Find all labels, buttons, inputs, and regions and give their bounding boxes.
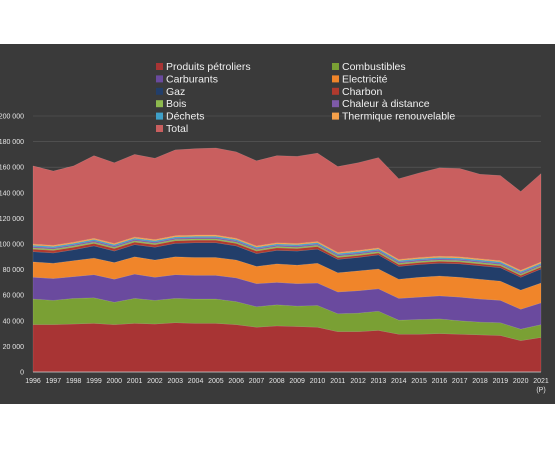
x-tick-label: 1999 — [86, 378, 102, 385]
x-tick-label: 2004 — [188, 378, 204, 385]
x-tick-label: 2013 — [371, 378, 387, 385]
x-tick-label: 2015 — [411, 378, 427, 385]
x-tick-label: 2003 — [167, 378, 183, 385]
x-tick-label: 1996 — [25, 378, 41, 385]
x-tick-label: 2005 — [208, 378, 224, 385]
legend-label: Gaz — [166, 86, 185, 98]
x-tick-label: 2011 — [330, 378, 345, 385]
legend-label: Carburants — [166, 73, 218, 85]
legend-swatch — [156, 100, 163, 108]
x-tick-label: 2018 — [472, 378, 488, 385]
y-tick-label: 160 000 — [0, 165, 24, 172]
legend-label: Chaleur à distance — [342, 98, 430, 110]
x-tick-label: 2002 — [147, 378, 163, 385]
axes: 0 20 000 40 000 60 000 80 000 100 000 120 000 1… — [0, 114, 549, 395]
x-tick-label: 2001 — [127, 378, 143, 385]
x-tick-label: 2012 — [350, 378, 366, 385]
x-tick-label: 1997 — [46, 378, 62, 385]
y-tick-label: 40 000 — [3, 318, 25, 325]
legend-swatch — [156, 125, 163, 132]
area-series — [32, 147, 542, 373]
legend-label: Electricité — [342, 73, 388, 85]
x-tick-label: 2021 — [533, 378, 549, 385]
legend-swatch — [332, 87, 339, 95]
x-tick-label: 1998 — [66, 378, 82, 385]
x-tick-label: 2017 — [452, 378, 468, 385]
legend-swatch — [332, 100, 339, 108]
legend-swatch — [332, 112, 339, 120]
y-tick-label: 0 — [20, 370, 24, 377]
x-tick-label: 2019 — [493, 378, 509, 385]
x-tick-label: 2009 — [289, 378, 305, 385]
legend-label: Total — [166, 123, 188, 135]
legend-label: Charbon — [342, 86, 382, 98]
chart-frame: 0 20 000 40 000 60 000 80 000 100 000 120 000 1… — [0, 44, 555, 404]
legend-label: Combustibles — [342, 61, 406, 73]
x-tick-label: 2008 — [269, 378, 285, 385]
x-tick-label: 2020 — [513, 378, 529, 385]
legend-swatch — [156, 75, 163, 83]
stacked-area-chart: 0 20 000 40 000 60 000 80 000 100 000 120 000 1… — [0, 61, 549, 395]
legend-swatch — [156, 112, 163, 120]
x-tick-label: 2010 — [310, 378, 326, 385]
y-tick-label: 120 000 — [0, 216, 24, 223]
legend-label: Déchets — [166, 111, 205, 123]
x-tick-note: (P) — [536, 387, 545, 394]
legend: Produits pétroliers Combustibles Carburant… — [156, 61, 455, 135]
area-total — [32, 147, 542, 271]
legend-swatch — [332, 63, 339, 70]
legend-label: Thermique renouvelable — [342, 111, 455, 123]
x-tick-label: 2000 — [106, 378, 122, 385]
legend-label: Bois — [166, 98, 186, 110]
y-tick-label: 80 000 — [3, 267, 25, 274]
y-tick-label: 200 000 — [0, 114, 24, 121]
x-tick-label: 2014 — [391, 378, 407, 385]
x-tick-label: 2007 — [249, 378, 265, 385]
y-tick-label: 20 000 — [3, 344, 25, 351]
legend-swatch — [332, 75, 339, 83]
x-tick-label: 2006 — [228, 378, 244, 385]
legend-swatch — [156, 87, 163, 95]
legend-swatch — [156, 63, 163, 70]
y-tick-label: 100 000 — [0, 242, 24, 249]
y-tick-label: 180 000 — [0, 139, 24, 146]
y-tick-label: 140 000 — [0, 190, 24, 197]
y-tick-label: 60 000 — [3, 293, 25, 300]
legend-label: Produits pétroliers — [166, 61, 251, 73]
x-tick-label: 2016 — [432, 378, 448, 385]
